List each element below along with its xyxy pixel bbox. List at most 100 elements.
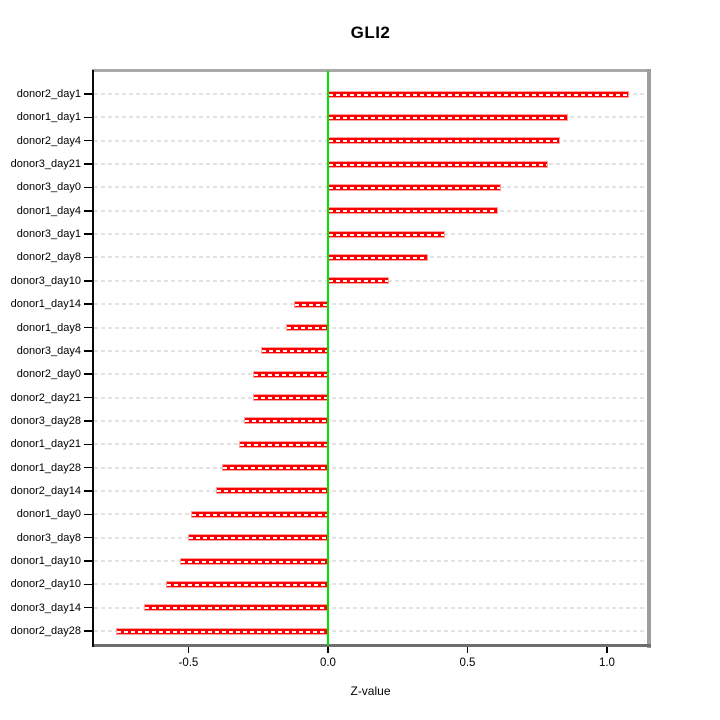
category-label: donor2_day21 — [10, 391, 81, 404]
x-tick-label: -0.5 — [178, 657, 199, 669]
category-label: donor1_day4 — [16, 204, 81, 217]
bar — [327, 183, 501, 191]
x-axis-tick — [606, 647, 608, 653]
category-label: donor3_day10 — [10, 274, 81, 287]
row-gridline — [94, 396, 647, 399]
category-label: donor2_day14 — [10, 484, 81, 497]
bar — [115, 627, 328, 635]
bar — [216, 487, 328, 495]
x-axis-tick — [187, 647, 190, 653]
x-tick-label: 0.5 — [459, 657, 476, 669]
bar — [166, 580, 328, 588]
bar — [191, 510, 328, 518]
category-label: donor2_day1 — [16, 88, 81, 100]
y-axis-tick — [84, 466, 92, 469]
y-axis-tick — [84, 396, 92, 399]
category-label: donor3_day14 — [10, 601, 81, 614]
row-gridline — [94, 303, 647, 306]
y-axis-tick — [84, 256, 92, 259]
row-gridline — [94, 326, 647, 329]
y-axis-tick — [84, 490, 92, 492]
plot-axis-left — [92, 70, 94, 647]
bar — [294, 300, 328, 308]
y-axis-tick — [84, 373, 92, 375]
chart-title: GLI2 — [350, 23, 391, 42]
bar — [252, 370, 328, 378]
bar — [327, 160, 549, 168]
category-label: donor3_day8 — [16, 531, 81, 544]
y-axis-tick — [84, 443, 92, 445]
y-axis-tick — [84, 560, 92, 562]
category-label: donor2_day28 — [10, 625, 81, 638]
zero-reference-line — [326, 71, 329, 645]
bar — [188, 534, 328, 542]
y-axis-tick — [84, 93, 92, 95]
bar — [221, 464, 328, 472]
plot-border-bottom — [93, 644, 651, 647]
y-axis-tick — [84, 163, 92, 165]
row-gridline — [94, 443, 647, 446]
bar — [327, 207, 499, 215]
y-axis-tick — [84, 303, 92, 305]
bar — [252, 394, 328, 402]
x-axis-title: Z-value — [350, 684, 391, 698]
row-gridline — [94, 536, 647, 539]
row-gridline — [94, 606, 647, 609]
category-label: donor2_day8 — [16, 251, 81, 264]
row-gridline — [94, 513, 647, 516]
y-axis-tick — [84, 233, 92, 235]
row-gridline — [94, 419, 647, 422]
bar — [244, 417, 328, 425]
bar — [180, 557, 328, 565]
bar — [327, 90, 630, 98]
row-gridline — [94, 373, 647, 376]
y-axis-tick — [84, 186, 92, 189]
y-axis-tick — [84, 116, 92, 119]
y-axis-tick — [84, 420, 92, 422]
bar — [286, 324, 328, 331]
y-axis-tick — [84, 536, 92, 539]
y-axis-tick — [84, 139, 92, 142]
bar — [260, 347, 328, 355]
category-label: donor1_day28 — [10, 461, 81, 474]
y-axis-tick — [84, 210, 92, 212]
category-label: donor1_day0 — [16, 508, 81, 521]
bar — [327, 277, 390, 285]
category-label: donor3_day21 — [10, 158, 81, 171]
row-gridline — [94, 349, 647, 352]
x-tick-label: 1.0 — [598, 657, 615, 669]
y-axis-tick — [84, 606, 92, 609]
bar — [327, 253, 429, 261]
category-label: donor2_day4 — [16, 134, 81, 147]
y-axis-tick — [84, 630, 92, 632]
category-label: donor2_day10 — [10, 578, 81, 591]
y-axis-tick — [84, 280, 92, 282]
y-axis-tick — [84, 513, 92, 516]
plot-border-top — [92, 69, 651, 72]
x-axis-tick — [327, 647, 329, 653]
row-gridline — [94, 583, 647, 586]
bar — [238, 440, 328, 448]
bar — [327, 137, 560, 145]
row-gridline — [94, 466, 647, 469]
y-axis-tick — [84, 350, 92, 352]
bar — [327, 113, 568, 121]
category-label: donor3_day4 — [16, 344, 81, 357]
bar — [143, 604, 328, 612]
category-label: donor3_day0 — [16, 181, 81, 194]
y-axis-tick — [84, 326, 92, 329]
row-gridline — [94, 489, 647, 492]
x-tick-label: 0.0 — [319, 657, 336, 669]
category-label: donor1_day14 — [10, 298, 81, 311]
category-label: donor1_day21 — [10, 438, 81, 451]
row-gridline — [94, 560, 647, 562]
plot-border-right — [647, 69, 651, 648]
x-axis-tick — [466, 647, 469, 653]
category-label: donor1_day8 — [16, 321, 81, 334]
bar — [327, 230, 446, 238]
row-gridline — [94, 630, 647, 633]
category-label: donor2_day0 — [16, 368, 81, 381]
category-label: donor1_day10 — [10, 555, 81, 567]
category-label: donor3_day28 — [10, 414, 81, 427]
